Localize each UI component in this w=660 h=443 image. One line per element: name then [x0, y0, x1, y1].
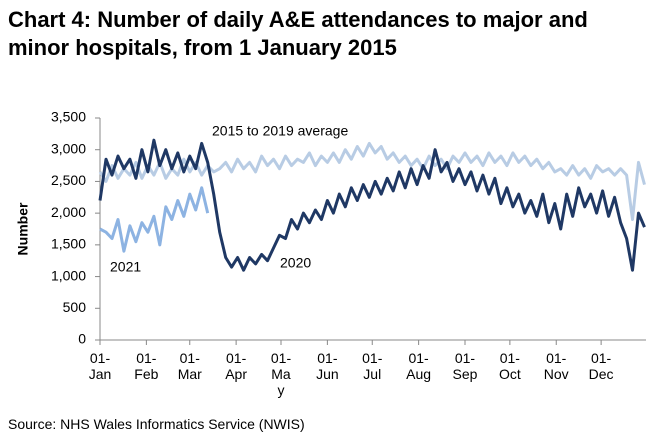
annotation: 2020: [280, 255, 311, 271]
annotation: 2021: [110, 259, 141, 275]
y-axis-label: Number: [15, 202, 31, 255]
x-tick-label: 01-Dec: [588, 350, 614, 382]
y-tick-label: 500: [63, 299, 87, 315]
y-tick-label: 2,500: [51, 172, 86, 188]
x-tick-label: 01-Apr: [225, 350, 248, 382]
source: Source: NHS Wales Informatics Service (N…: [8, 416, 305, 432]
x-tick-label: 01-Jul: [362, 350, 383, 382]
x-tick-label: 01-Jan: [88, 350, 112, 382]
x-tick-label: 01-Jun: [316, 350, 339, 382]
series-line: [98, 138, 646, 272]
x-tick-label: 01-Sep: [452, 350, 478, 382]
series-line: [98, 141, 646, 221]
x-tick-label: 01-Feb: [134, 350, 159, 382]
y-tick-label: 0: [78, 331, 86, 347]
y-tick-label: 3,000: [51, 140, 86, 156]
x-tick-label: 01-Oct: [498, 350, 521, 382]
y-tick-label: 2,000: [51, 204, 86, 220]
y-tick-label: 1,000: [51, 267, 86, 283]
x-tick-label: 01-May: [270, 350, 292, 398]
chart-title: Chart 4: Number of daily A&E attendances…: [8, 7, 588, 60]
annotation: 2015 to 2019 average: [212, 123, 348, 139]
y-tick-label: 1,500: [51, 236, 86, 252]
y-tick-label: 3,500: [51, 109, 86, 125]
series-line: [99, 186, 210, 253]
x-tick-label: 01-Nov: [543, 350, 569, 382]
x-tick-label: 01-Aug: [406, 350, 432, 382]
x-tick-label: 01-Mar: [177, 350, 202, 382]
